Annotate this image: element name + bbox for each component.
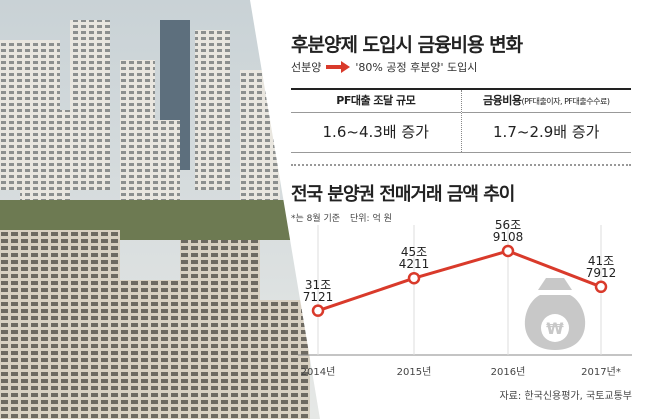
value-label: 41조 7912 [585,253,617,280]
point [311,304,325,317]
title: 후분양제 도입시 금융비용 변화 [291,34,523,56]
point [594,280,608,294]
column: 금융비용(PF대출이자, PF대출수수료) 1.7~2.9배 증가 [460,90,631,152]
separator [291,164,631,166]
legend: 선분양 '80% 공정 후분양' 도입시 [291,59,477,75]
legend-to: '80% 공정 후분양' 도입시 [355,61,478,74]
column-header: PF대출 조달 규모 [291,90,461,113]
arrow [326,61,351,73]
column: PF대출 조달 규모 1.6~4.3배 증가 [291,90,461,152]
money-bag-icon: ₩ [524,278,586,350]
header-main: 금융비용 [483,94,522,107]
point [407,271,421,285]
x-tick-label: 2014년 [301,366,336,378]
line [317,249,602,313]
column-header: 금융비용(PF대출이자, PF대출수수료) [461,90,631,113]
comparison-table: PF대출 조달 규모 1.6~4.3배 증가 금융비용(PF대출이자, PF대출… [291,88,631,153]
chart-title: 전국 분양권 전매거래 금액 추이 [291,184,515,205]
column-value: 1.7~2.9배 증가 [493,123,600,141]
svg-text:₩: ₩ [546,319,564,338]
note: *는 8월 기준 [291,214,341,224]
x-tick-label: 2016년 [491,366,526,378]
column-value: 1.6~4.3배 증가 [322,123,429,141]
unit: 단위: 억 원 [350,214,392,224]
x-tick-label: 2017년* [581,366,621,378]
value-label: 56조 9108 [492,218,524,244]
value-label: 45조 4211 [398,245,430,272]
value-label: 31조 7121 [302,277,334,304]
header-sub: (PF대출이자, PF대출수수료) [521,97,610,106]
source: 자료: 한국신용평가, 국토교통부 [499,391,632,402]
point [501,244,515,258]
legend-from: 선분양 [291,61,322,74]
x-tick-label: 2015년 [397,366,432,378]
